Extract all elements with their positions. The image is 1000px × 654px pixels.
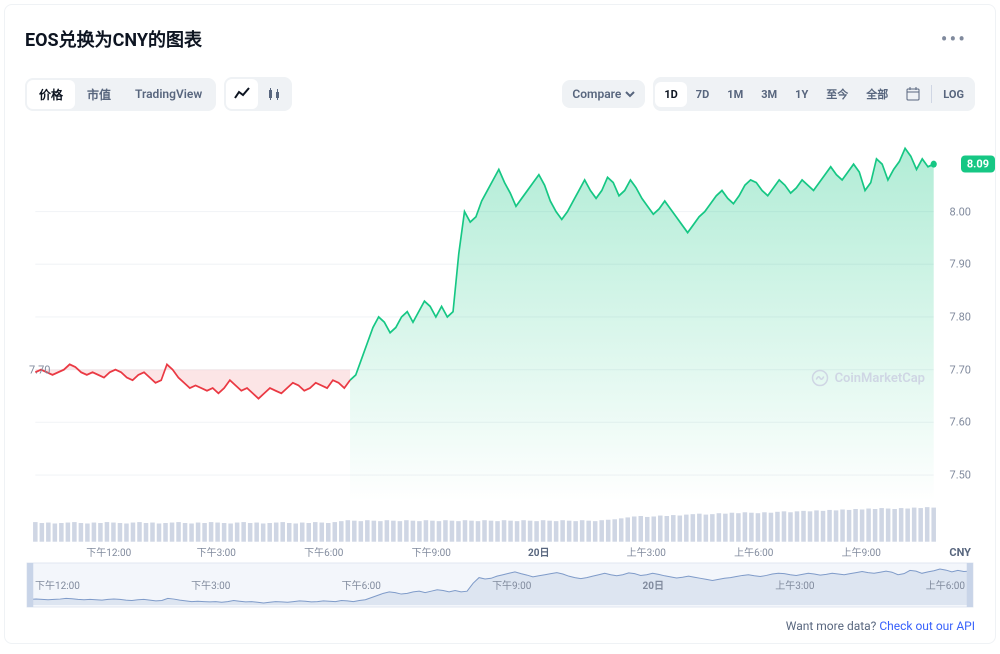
log-toggle[interactable]: LOG bbox=[934, 82, 973, 107]
chart-card: EOS兑换为CNY的图表 ••• 价格 市值 TradingView Compa… bbox=[4, 4, 996, 644]
y-tick-label: 8.00 bbox=[950, 205, 971, 218]
brush-svg bbox=[25, 561, 975, 609]
linechart-icon[interactable] bbox=[226, 79, 258, 109]
chart-area[interactable]: CoinMarketCap 7.50 7.60 7.70 7.80 7.90 8.00 8… bbox=[5, 121, 995, 559]
y-tick-label: 7.80 bbox=[950, 310, 971, 323]
x-tick-label: 上午6:00 bbox=[700, 544, 808, 559]
card-header: EOS兑换为CNY的图表 ••• bbox=[5, 5, 995, 63]
view-tabs: 价格 市值 TradingView bbox=[25, 78, 216, 111]
toolbar-right: Compare 1D 7D 1M 3M 1Y 至今 全部 LOG bbox=[562, 77, 975, 111]
x-tick-label: 下午3:00 bbox=[163, 544, 271, 559]
range-1d[interactable]: 1D bbox=[655, 82, 686, 107]
toolbar-left: 价格 市值 TradingView bbox=[25, 77, 292, 111]
range-group: 1D 7D 1M 3M 1Y 至今 全部 LOG bbox=[653, 77, 975, 111]
x-axis: 下午12:00下午3:00下午6:00下午9:0020日上午3:00上午6:00… bbox=[25, 540, 945, 559]
tab-tradingview[interactable]: TradingView bbox=[123, 80, 214, 109]
footer: Want more data? Check out our API bbox=[5, 613, 995, 643]
chart-style-group bbox=[224, 77, 292, 111]
calendar-icon[interactable] bbox=[897, 79, 929, 109]
start-price-label: 7.70 bbox=[29, 363, 50, 376]
range-3m[interactable]: 3M bbox=[752, 82, 786, 107]
x-tick-label: 上午9:00 bbox=[808, 544, 916, 559]
current-price-badge: 8.09 bbox=[961, 156, 995, 173]
price-chart-svg bbox=[25, 121, 975, 559]
watermark-text: CoinMarketCap bbox=[835, 371, 925, 386]
footer-text: Want more data? bbox=[786, 619, 880, 633]
x-tick-label: 下午9:00 bbox=[378, 544, 486, 559]
chevron-down-icon bbox=[625, 89, 635, 99]
compare-button[interactable]: Compare bbox=[562, 80, 645, 108]
range-all[interactable]: 全部 bbox=[857, 80, 897, 108]
cmc-logo-icon bbox=[811, 369, 829, 387]
x-tick-label: 上午3:00 bbox=[593, 544, 701, 559]
range-1y[interactable]: 1Y bbox=[786, 82, 817, 107]
more-menu-button[interactable]: ••• bbox=[933, 23, 975, 55]
y-tick-label: 7.90 bbox=[950, 258, 971, 271]
watermark: CoinMarketCap bbox=[811, 369, 925, 387]
y-tick-label: 7.60 bbox=[950, 416, 971, 429]
divider bbox=[931, 85, 932, 103]
toolbar: 价格 市值 TradingView Compare 1D 7D 1 bbox=[5, 63, 995, 121]
range-7d[interactable]: 7D bbox=[687, 82, 718, 107]
range-ytd[interactable]: 至今 bbox=[817, 80, 857, 108]
y-tick-label: 7.50 bbox=[950, 469, 971, 482]
candlestick-icon[interactable] bbox=[258, 79, 290, 109]
x-tick-label: 20日 bbox=[485, 544, 593, 559]
x-tick-label: 下午12:00 bbox=[55, 544, 163, 559]
api-link[interactable]: Check out our API bbox=[879, 619, 975, 633]
currency-label: CNY bbox=[949, 546, 971, 559]
range-1m[interactable]: 1M bbox=[718, 82, 752, 107]
y-tick-label: 7.70 bbox=[950, 363, 971, 376]
brush-area[interactable]: 下午12:00下午3:00下午6:00下午9:0020日上午3:00上午6:00 bbox=[5, 559, 995, 613]
chart-title: EOS兑换为CNY的图表 bbox=[25, 26, 202, 52]
tab-marketcap[interactable]: 市值 bbox=[75, 80, 123, 109]
x-tick-label: 下午6:00 bbox=[270, 544, 378, 559]
compare-label: Compare bbox=[572, 87, 621, 101]
tab-price[interactable]: 价格 bbox=[27, 80, 75, 109]
